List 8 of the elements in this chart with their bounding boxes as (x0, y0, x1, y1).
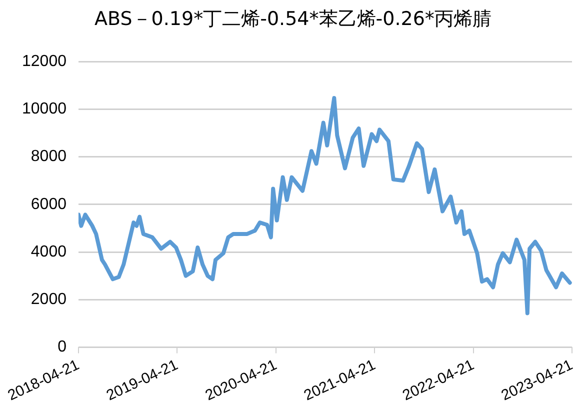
chart-title: ABS－0.19*丁二烯-0.54*苯乙烯-0.26*丙烯腈 (94, 7, 492, 32)
y-tick-label: 4000 (30, 243, 67, 260)
y-tick-label: 8000 (30, 148, 67, 166)
y-tick-label: 6000 (30, 196, 67, 213)
y-tick-label: 2000 (30, 291, 67, 308)
y-tick-label: 12000 (22, 53, 67, 70)
y-tick-label: 10000 (22, 100, 67, 118)
y-tick-label: 0 (58, 338, 67, 356)
